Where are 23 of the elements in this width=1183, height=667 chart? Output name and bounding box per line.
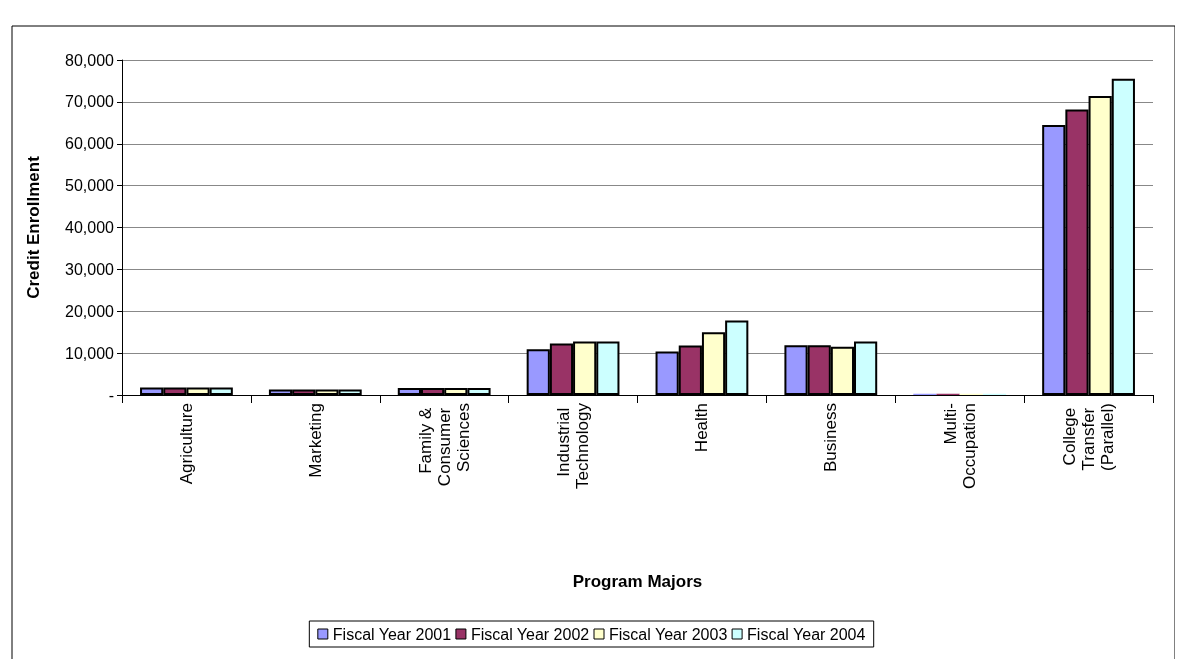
y-tick-label: 60,000	[65, 135, 115, 153]
x-tick-label: Marketing	[305, 403, 325, 478]
x-tick-label: Agriculture	[176, 403, 196, 485]
x-tick-label: Health	[692, 403, 712, 453]
legend-label: Fiscal Year 2002	[470, 625, 590, 643]
x-tick-label: Multi-Occupation	[940, 403, 979, 489]
x-tick-label: Business	[821, 403, 841, 472]
y-tick-label: 40,000	[65, 219, 115, 236]
x-tick-label: Industrial Technology	[554, 402, 593, 490]
legend-label: Fiscal Year 2003	[609, 625, 728, 643]
x-tick-label: Family & Consumer Sciences	[415, 403, 473, 487]
y-tick-label: 20,000	[65, 302, 115, 320]
x-axis-title: Program Majors	[572, 572, 703, 591]
legend-label: Fiscal Year 2001	[332, 625, 452, 643]
y-tick-label: -	[108, 386, 114, 404]
legend-label: Fiscal Year 2004	[747, 625, 866, 643]
y-axis-title: Credit Enrollment	[24, 155, 43, 299]
y-tick-label: 10,000	[65, 344, 115, 362]
x-tick-label: College Transfer (Parallel)	[1060, 403, 1118, 472]
y-tick-label: 50,000	[65, 177, 115, 195]
y-tick-label: 70,000	[65, 93, 115, 111]
y-tick-label: 30,000	[65, 260, 115, 278]
y-tick-label: 80,000	[65, 51, 115, 69]
